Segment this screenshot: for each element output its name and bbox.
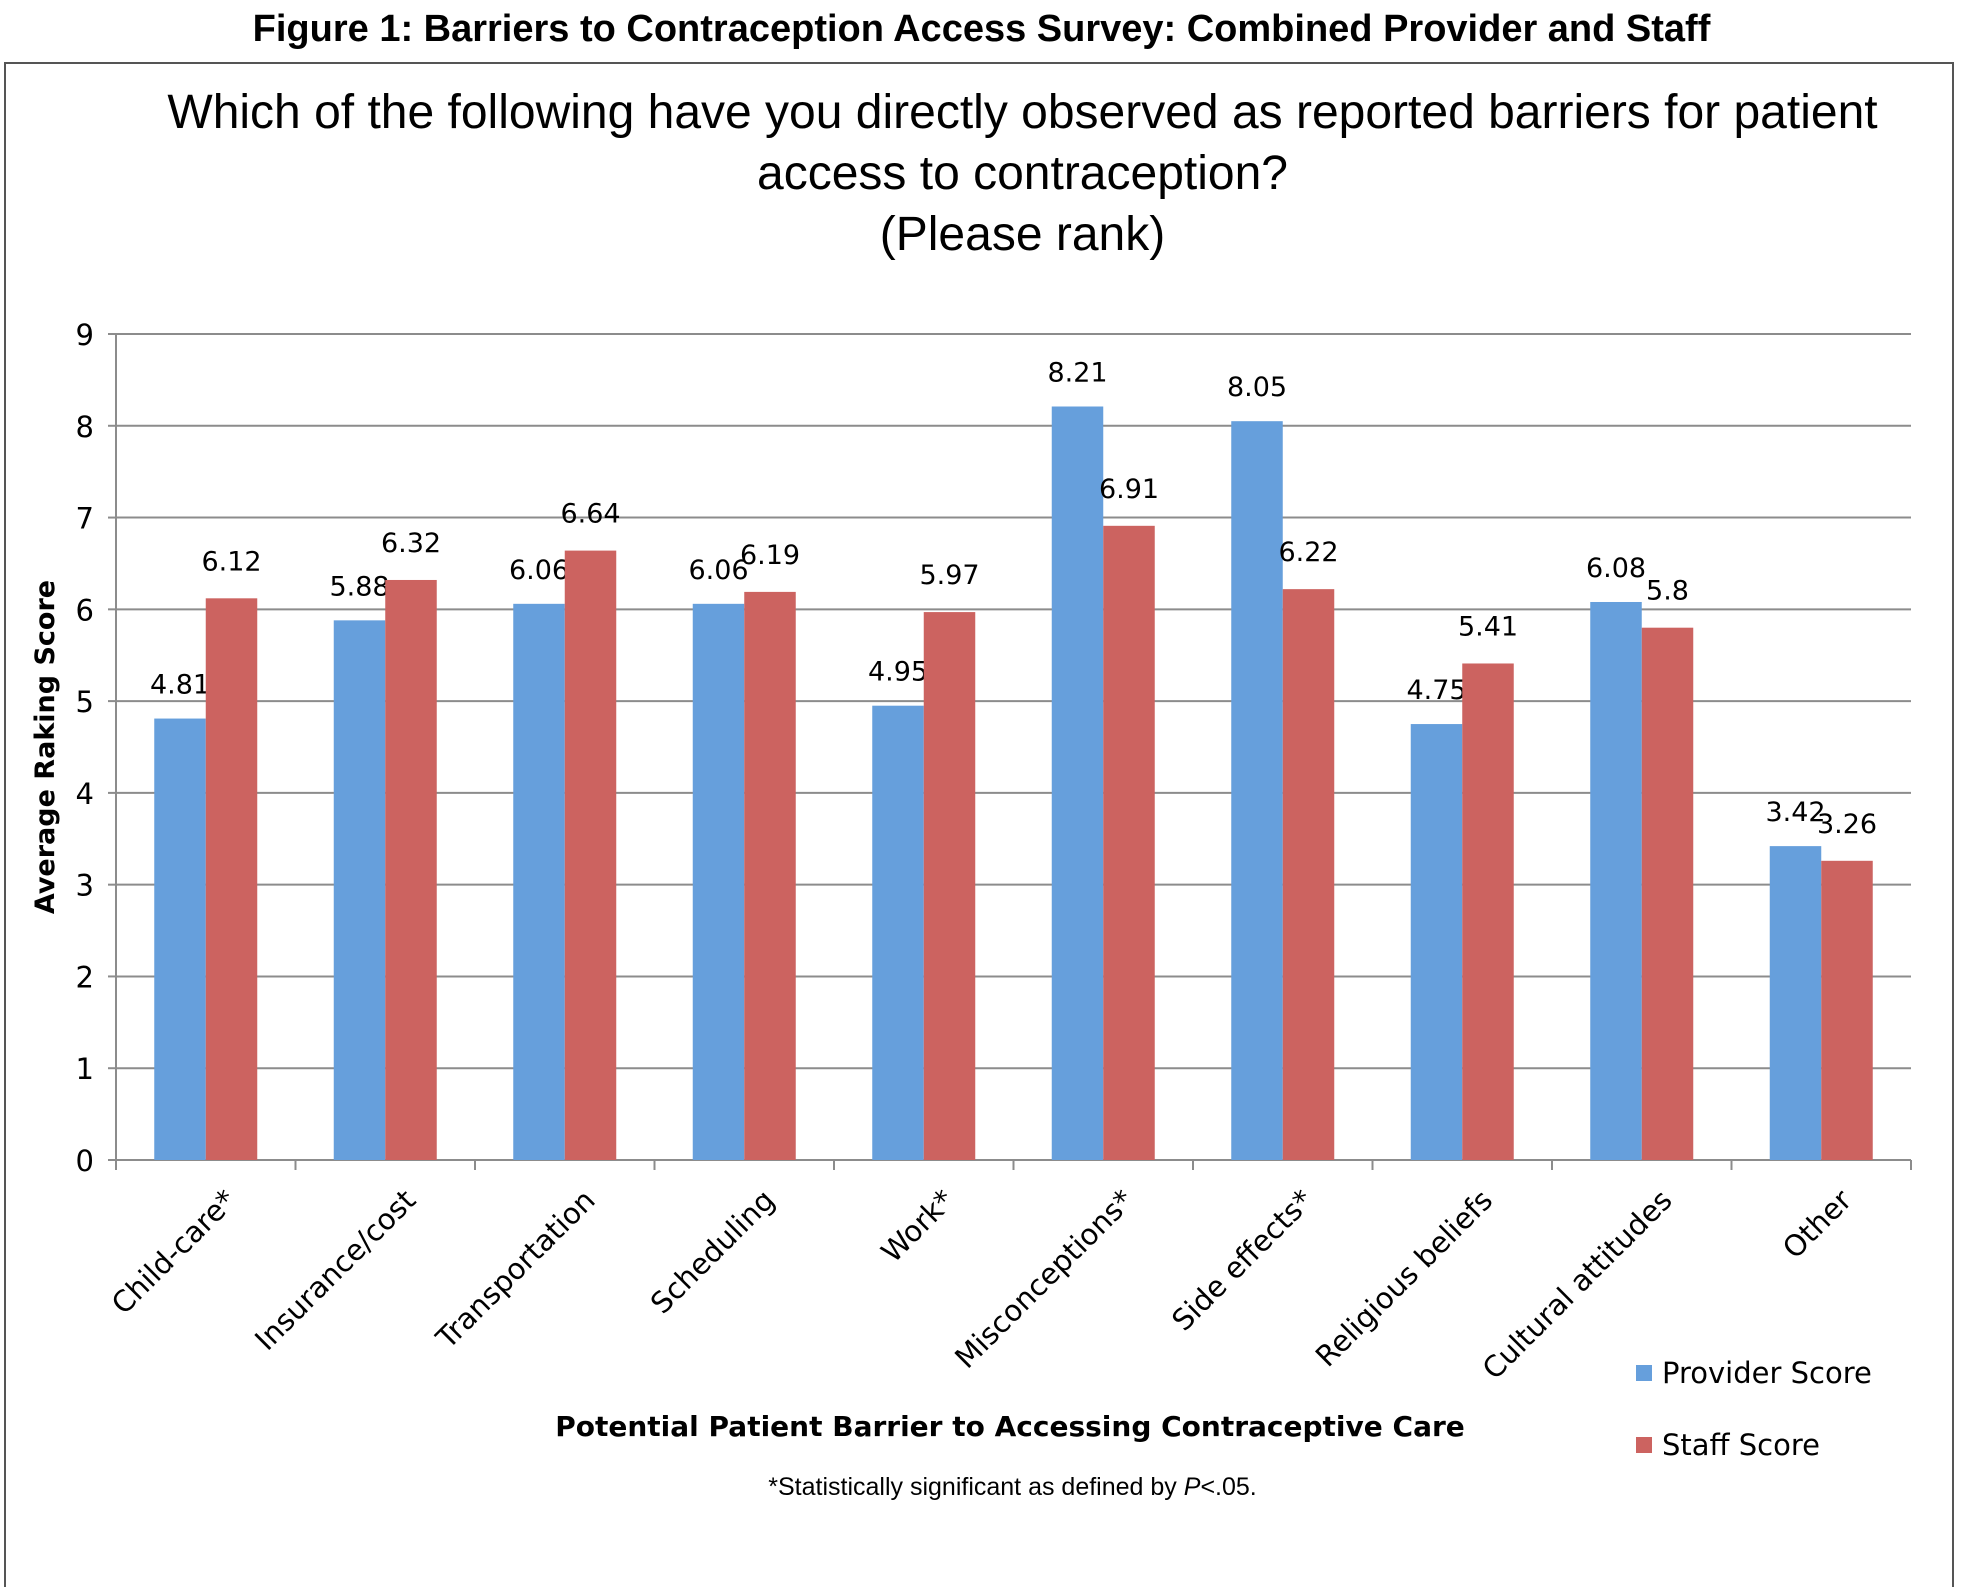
legend-label-staff: Staff Score: [1662, 1428, 1820, 1462]
chart-frame: [4, 62, 1954, 1587]
data-label: 6.32: [381, 528, 441, 559]
data-label: 5.88: [329, 571, 389, 602]
chart-title-line-2: access to contraception?: [757, 147, 1288, 200]
data-label: 6.06: [688, 555, 748, 586]
bar-provider: [154, 718, 206, 1160]
bar-staff: [1462, 663, 1514, 1160]
bar-staff: [923, 612, 976, 1160]
x-axis-title: Potential Patient Barrier to Accessing C…: [555, 1410, 1465, 1443]
bar-staff: [1821, 860, 1873, 1160]
data-label: 6.22: [1278, 537, 1338, 568]
data-label: 3.42: [1765, 797, 1825, 828]
y-tick-label: 7: [76, 502, 94, 536]
x-tick-label: Side effects*: [1165, 1183, 1320, 1338]
y-tick-label: 6: [76, 593, 94, 627]
legend-label-provider: Provider Score: [1662, 1356, 1872, 1390]
figure-caption: Figure 1: Barriers to Contraception Acce…: [252, 8, 1711, 50]
data-label: 6.19: [740, 540, 800, 571]
bar-provider: [1051, 406, 1104, 1160]
footnote: *Statistically significant as defined by…: [0, 1473, 1963, 1502]
bar-provider: [1590, 601, 1642, 1160]
data-label: 6.64: [560, 499, 620, 530]
bar-provider: [692, 603, 745, 1160]
y-tick-label: 0: [76, 1144, 94, 1178]
data-label: 3.26: [1817, 809, 1877, 840]
legend-item-staff: Staff Score: [1636, 1427, 1872, 1463]
x-tick-label: Work*: [874, 1183, 960, 1269]
bar-staff: [385, 579, 437, 1160]
data-label: 6.08: [1586, 553, 1646, 584]
bar-staff: [1641, 627, 1694, 1160]
bar-staff: [564, 550, 617, 1160]
bar-provider: [1410, 724, 1463, 1160]
x-tick-label: Insurance/cost: [248, 1183, 422, 1357]
bar-staff: [1282, 589, 1335, 1160]
y-tick-label: 5: [76, 685, 94, 719]
bar-staff: [744, 591, 796, 1160]
bar-staff: [205, 598, 258, 1160]
chart-title-line-3: (Please rank): [879, 208, 1166, 261]
footnote-text: *Statistically significant as defined by…: [768, 1473, 1257, 1501]
data-label: 5.8: [1646, 576, 1689, 607]
x-tick-label: Misconceptions*: [948, 1183, 1140, 1375]
y-tick-label: 2: [76, 960, 94, 994]
x-tick-label: Other: [1776, 1183, 1858, 1265]
bar-provider: [333, 620, 386, 1160]
data-label: 5.97: [919, 560, 979, 591]
x-tick-label: Scheduling: [644, 1183, 781, 1320]
y-tick-label: 3: [76, 869, 94, 903]
y-tick-label: 9: [76, 318, 94, 352]
y-tick-label: 4: [76, 777, 94, 811]
data-label: 6.12: [201, 546, 261, 577]
y-tick-label: 1: [76, 1052, 94, 1086]
bar-provider: [872, 705, 924, 1160]
bar-provider: [1769, 846, 1822, 1160]
data-label: 8.21: [1047, 358, 1107, 389]
legend: Provider Score Staff Score: [1636, 1355, 1872, 1499]
bar-provider: [513, 603, 565, 1160]
bar-staff: [1103, 525, 1155, 1160]
data-label: 8.05: [1227, 372, 1287, 403]
y-axis-title: Average Raking Score: [30, 580, 61, 914]
x-tick-label: Transportation: [429, 1183, 602, 1356]
x-tick-label: Child-care*: [105, 1183, 243, 1321]
bar-chart: 0 1 2 3 4 5 6 7 8 9 Average Raking Score 4.81 6.12 Ch…: [30, 318, 1912, 1386]
y-tick-label: 8: [76, 410, 94, 444]
data-label: 5.41: [1458, 611, 1518, 642]
legend-item-provider: Provider Score: [1636, 1355, 1872, 1391]
data-label: 6.91: [1099, 474, 1159, 505]
x-tick-label: Religious beliefs: [1309, 1183, 1499, 1373]
bar-provider: [1231, 421, 1283, 1160]
data-label: 4.95: [868, 657, 928, 688]
data-label: 4.81: [150, 670, 210, 701]
data-label: 6.06: [509, 555, 569, 586]
legend-swatch-staff: [1636, 1437, 1652, 1453]
legend-swatch-provider: [1636, 1365, 1652, 1381]
chart-title-line-1: Which of the following have you directly…: [167, 86, 1878, 139]
data-label: 4.75: [1406, 675, 1466, 706]
